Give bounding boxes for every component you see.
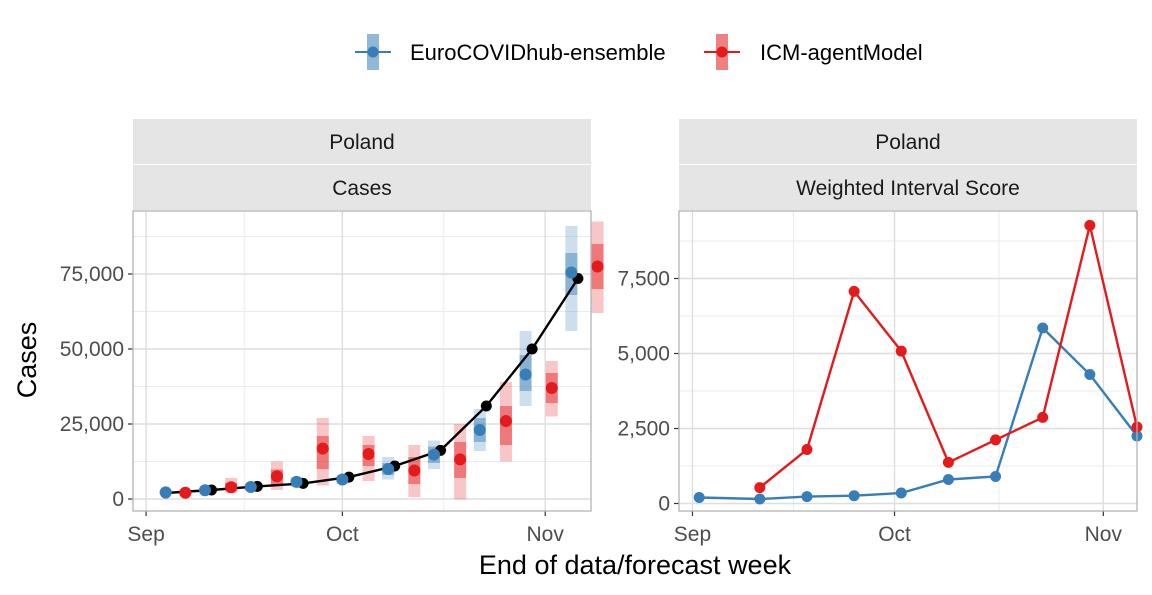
cases-y-tick-label: 0 — [112, 488, 124, 511]
icm-median-point — [362, 448, 375, 460]
wis-panel: 0 2,500 5,000 7,500 Sep Oct Nov — [617, 210, 1143, 546]
icm-wis-point — [1037, 411, 1049, 423]
cases-panel: 0 25,000 50,000 75,000 Sep Oct Nov — [60, 210, 604, 546]
observed-cases-point — [480, 400, 492, 412]
ensemble-wis-point — [942, 474, 954, 485]
icm-median-point — [545, 382, 558, 394]
legend-entry-ensemble: EuroCOVIDhub-ensemble — [355, 34, 666, 70]
icm-wis-point — [895, 345, 907, 357]
wis-y-tick-label: 5,000 — [617, 343, 670, 366]
wis-y-tick-label: 2,500 — [617, 418, 670, 441]
ensemble-median-point — [565, 266, 578, 279]
wis-y-tick-label: 0 — [658, 493, 670, 516]
ensemble-median-point — [290, 475, 303, 488]
right-strip-top — [679, 119, 1137, 164]
ensemble-wis-point — [754, 493, 766, 505]
cases-x-tick-label: Sep — [127, 523, 164, 546]
left-strip-top — [133, 119, 591, 164]
wis-x-tick-label: Nov — [1085, 523, 1123, 546]
icm-wis-point — [848, 285, 860, 297]
icm-wis-point — [754, 482, 766, 494]
legend-key-point-ensemble — [367, 46, 379, 58]
legend-entry-icm: ICM-agentModel — [704, 34, 923, 70]
wis-y-tick-label: 7,500 — [617, 268, 670, 291]
cases-y-tick-label: 75,000 — [60, 263, 124, 286]
right-strip-bottom — [679, 165, 1137, 210]
left-strip-location: Poland — [329, 131, 394, 154]
cases-y-tick-label: 25,000 — [60, 413, 124, 436]
ensemble-wis-point — [801, 491, 813, 503]
ensemble-median-point — [427, 448, 440, 461]
ensemble-wis-line — [699, 325, 1138, 501]
ensemble-median-point — [159, 486, 172, 499]
ensemble-median-point — [336, 473, 349, 486]
y-axis-title: Cases — [12, 322, 42, 399]
icm-median-point — [225, 481, 238, 494]
legend: EuroCOVIDhub-ensemble ICM-agentModel — [355, 34, 923, 70]
observed-cases-point — [526, 343, 538, 355]
icm-wis-point — [801, 444, 813, 455]
ensemble-median-point — [198, 484, 211, 497]
ensemble-median-point — [473, 424, 486, 436]
wis-panel-border — [678, 210, 1138, 512]
legend-key-point-icm — [716, 46, 728, 58]
ensemble-median-point — [244, 481, 257, 493]
right-strip-location: Poland — [875, 131, 940, 154]
icm-median-point — [454, 453, 467, 466]
wis-x-tick-label: Sep — [674, 523, 711, 546]
icm-median-point — [591, 260, 604, 273]
icm-median-point — [316, 442, 329, 455]
wis-x-tick-label: Oct — [878, 523, 911, 546]
cases-x-tick-label: Nov — [527, 523, 565, 546]
cases-panel-border — [132, 210, 592, 512]
ensemble-wis-point — [693, 492, 705, 503]
cases-y-tick-label: 50,000 — [60, 338, 124, 361]
legend-label-icm: ICM-agentModel — [760, 40, 923, 65]
ensemble-median-point — [519, 368, 532, 381]
icm-median-point — [408, 464, 421, 477]
ensemble-wis-point — [1084, 369, 1096, 380]
icm-median-point — [499, 415, 512, 427]
icm-wis-point — [990, 434, 1002, 446]
left-strip-metric: Cases — [332, 177, 392, 200]
wis-plot-background — [679, 211, 1137, 511]
right-strip-metric: Weighted Interval Score — [796, 177, 1020, 200]
left-strip-bottom — [133, 165, 591, 210]
icm-median-point — [270, 470, 283, 483]
x-axis-title: End of data/forecast week — [479, 550, 792, 580]
icm-wis-point — [942, 456, 954, 468]
ensemble-wis-point — [1037, 322, 1049, 334]
icm-wis-point — [1084, 219, 1096, 231]
legend-label-ensemble: EuroCOVIDhub-ensemble — [410, 40, 666, 65]
ensemble-wis-point — [990, 471, 1002, 482]
ensemble-median-point — [382, 463, 395, 475]
ensemble-wis-point — [895, 487, 907, 499]
cases-x-tick-label: Oct — [326, 523, 359, 546]
icm-median-point — [179, 486, 192, 499]
ensemble-wis-point — [848, 490, 860, 502]
